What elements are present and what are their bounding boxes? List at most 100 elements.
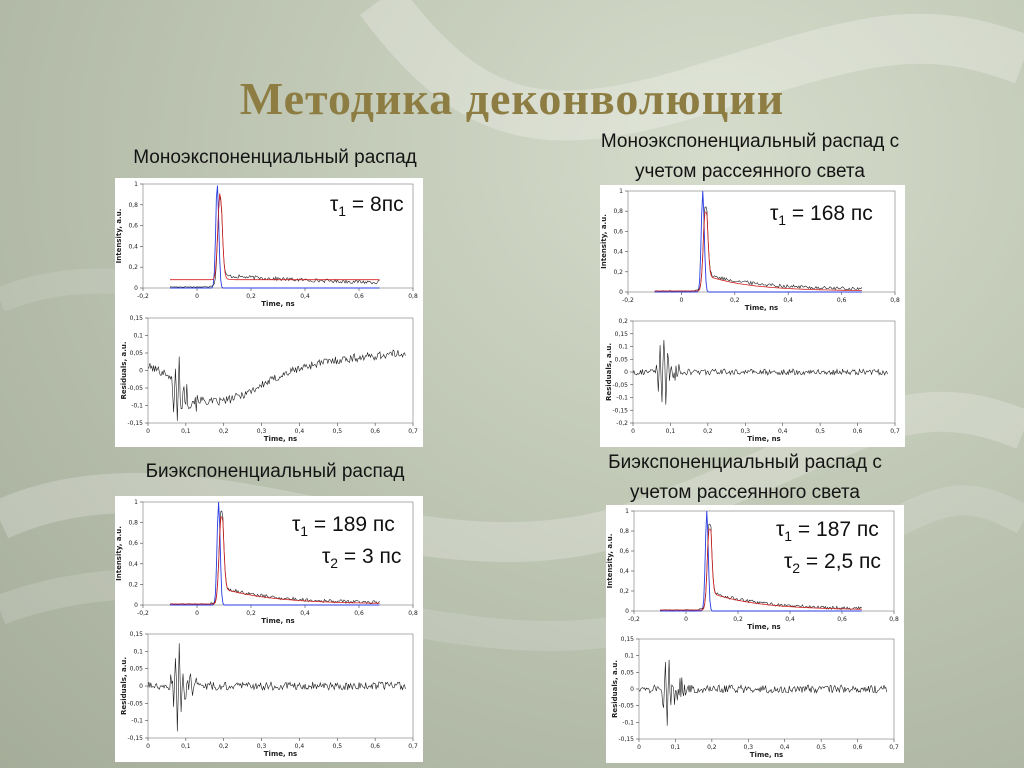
caption-mono-scatter: Моноэкспоненциальный распад с учетом рас… [555, 127, 945, 187]
tau-values: τ1 = 187 пс τ2 = 2,5 пс [776, 517, 881, 581]
x-tick-label: 0 [679, 297, 683, 304]
y-tick-label: 0,2 [128, 581, 138, 588]
tau-values: τ1 = 8пс [330, 192, 404, 224]
x-tick-label: 0,4 [300, 610, 310, 617]
x-tick-label: 0,1 [671, 744, 681, 751]
x-tick-label: 0,2 [219, 428, 229, 435]
y-tick-label: -0,15 [127, 420, 143, 427]
y-tick-label: 1 [134, 499, 138, 506]
y-tick-label: 0,1 [133, 648, 143, 655]
y-axis-label: Intensity, a.u. [115, 209, 123, 264]
chart-panel-mono: -0,2 0 0,2 0,4 0,6 0,8 0 0,2 0,4 0,6 0,8 1 Time, ns I… [115, 178, 423, 447]
y-tick-label: 0,05 [621, 669, 635, 676]
y-tick-label: 0 [630, 686, 634, 693]
x-tick-label: 0,8 [890, 297, 900, 304]
y-tick-label: 0 [134, 285, 138, 292]
x-tick-label: -0,2 [137, 293, 149, 300]
y-tick-label: 0,6 [128, 223, 138, 230]
x-tick-label: 0,3 [257, 428, 267, 435]
x-tick-label: 0,2 [707, 744, 717, 751]
y-tick-label: 0,1 [624, 653, 634, 660]
x-tick-label: 0,6 [837, 297, 847, 304]
y-tick-label: 0 [625, 608, 629, 615]
y-tick-label: 0,2 [618, 318, 628, 325]
series-line-irf [170, 185, 380, 289]
x-tick-label: 0,5 [333, 743, 343, 750]
x-tick-label: 0,2 [219, 743, 229, 750]
y-tick-label: 0,4 [128, 243, 138, 250]
y-tick-label: -0,15 [612, 407, 628, 414]
x-tick-label: 0,4 [780, 744, 790, 751]
x-tick-label: 0,6 [370, 743, 380, 750]
y-tick-label: 0 [624, 369, 628, 376]
y-tick-label: 0,15 [130, 315, 144, 322]
y-tick-label: 0,8 [128, 202, 138, 209]
y-axis-label: Residuals, a.u. [120, 341, 128, 399]
x-tick-label: 0,8 [408, 293, 418, 300]
series-line-irf [170, 501, 380, 606]
y-tick-label: 0,1 [133, 333, 143, 340]
y-tick-label: 0,4 [128, 561, 138, 568]
series-line-fit [170, 193, 380, 281]
x-tick-label: 0,4 [300, 293, 310, 300]
y-tick-label: -0,05 [612, 382, 628, 389]
y-tick-label: 1 [619, 188, 623, 195]
y-tick-label: 0,2 [613, 269, 623, 276]
x-tick-label: 0,3 [744, 744, 754, 751]
x-tick-label: 0,2 [246, 293, 256, 300]
x-tick-label: 0,7 [890, 428, 900, 435]
y-tick-label: -0,15 [618, 736, 634, 743]
y-axis-label: Residuals, a.u. [605, 343, 613, 401]
x-tick-label: 0,5 [333, 428, 343, 435]
caption-line: Биэкспоненциальный распад с [608, 452, 882, 473]
chart-panel-bi: -0,2 0 0,2 0,4 0,6 0,8 0 0,2 0,4 0,6 0,8 1 Time, ns I… [115, 496, 423, 762]
y-tick-label: 1 [625, 508, 629, 515]
x-tick-label: 0,5 [815, 428, 825, 435]
y-tick-label: 0 [134, 602, 138, 609]
y-tick-label: -0,1 [622, 719, 634, 726]
x-axis-label: Time, ns [261, 300, 294, 308]
x-tick-label: 0,3 [257, 743, 267, 750]
y-tick-label: -0,1 [131, 718, 143, 725]
x-tick-label: 0 [195, 610, 199, 617]
tau-line: τ1 = 187 пс [776, 518, 879, 545]
y-tick-label: 0,8 [128, 520, 138, 527]
x-tick-label: 0,1 [181, 743, 191, 750]
series-line-irf [660, 510, 862, 612]
series-line-residuals [147, 349, 406, 421]
x-tick-label: 0,1 [666, 428, 676, 435]
x-tick-label: 0,4 [778, 428, 788, 435]
series-line-residuals [638, 659, 887, 726]
y-tick-label: -0,15 [127, 735, 143, 742]
x-axis-label: Time, ns [264, 435, 297, 443]
y-tick-label: -0,1 [616, 395, 628, 402]
caption-line: Моноэкспоненциальный распад с [600, 131, 900, 152]
y-tick-label: 0 [139, 683, 143, 690]
series-line-residuals [147, 643, 406, 732]
y-tick-label: 0,6 [128, 540, 138, 547]
series-line-fit [654, 211, 862, 292]
x-tick-label: 0,2 [733, 616, 743, 623]
x-tick-label: -0,2 [622, 297, 634, 304]
x-tick-label: 0,2 [703, 428, 713, 435]
caption-bi: Биэкспоненциальный распад [80, 457, 470, 487]
caption-bi-scatter: Биэкспоненциальный распад с учетом рассе… [545, 448, 945, 508]
x-tick-label: 0,8 [889, 616, 899, 623]
y-tick-label: 0,6 [619, 548, 629, 555]
x-tick-label: 0,7 [408, 428, 418, 435]
caption-mono: Моноэкспоненциальный распад [80, 143, 470, 173]
x-tick-label: 0,7 [889, 744, 899, 751]
y-tick-label: -0,2 [616, 420, 628, 427]
y-tick-label: 0,1 [618, 344, 628, 351]
x-tick-label: 0,6 [370, 428, 380, 435]
y-tick-label: 0 [619, 289, 623, 296]
x-tick-label: 0 [146, 743, 150, 750]
y-tick-label: 0,4 [613, 249, 623, 256]
x-tick-label: 0 [195, 293, 199, 300]
y-tick-label: 0,8 [613, 208, 623, 215]
x-tick-label: -0,2 [137, 610, 149, 617]
x-tick-label: 0 [146, 428, 150, 435]
